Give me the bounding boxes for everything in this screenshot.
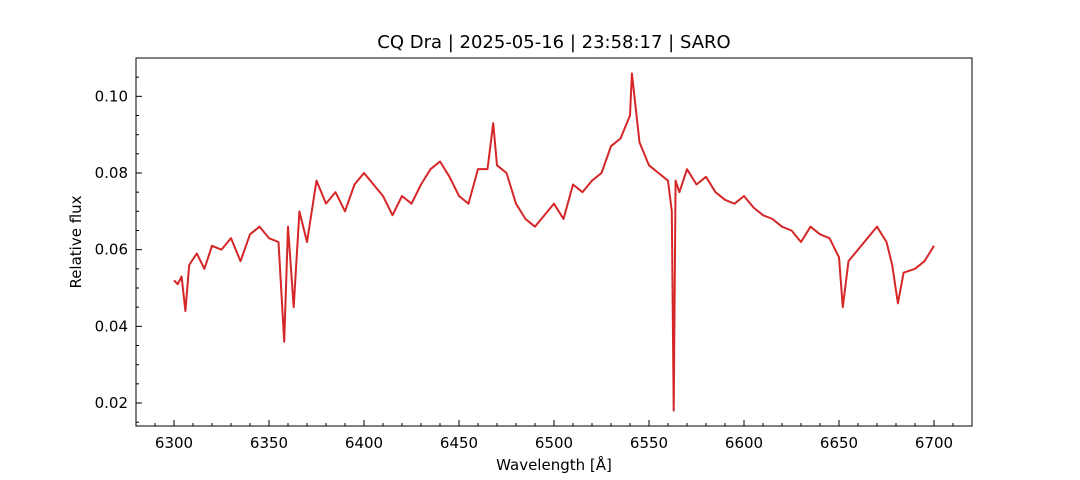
spectrum-line [173, 72, 935, 412]
x-tick-label: 6450 [440, 434, 478, 452]
x-tick-label: 6500 [535, 434, 573, 452]
plot-frame [135, 57, 973, 427]
x-tick-label: 6650 [820, 434, 858, 452]
y-tick-label: 0.08 [95, 164, 128, 182]
x-tick-label: 6350 [250, 434, 288, 452]
x-tick-label: 6700 [915, 434, 953, 452]
x-tick-label: 6550 [630, 434, 668, 452]
y-axis: 0.02 0.04 0.06 0.08 0.10 [95, 57, 142, 423]
x-axis-label: Wavelength [Å] [496, 455, 612, 474]
y-axis-label: Relative flux [67, 195, 85, 288]
y-tick-label: 0.10 [95, 87, 128, 105]
y-tick-label: 0.02 [95, 394, 128, 412]
chart-title: CQ Dra | 2025-05-16 | 23:58:17 | SARO [377, 32, 730, 53]
x-axis: 6300 6350 6400 6450 6500 6550 6600 6650 6700 [135, 420, 973, 452]
x-tick-label: 6400 [345, 434, 383, 452]
y-tick-label: 0.04 [95, 317, 128, 335]
y-tick-label: 0.06 [95, 241, 128, 259]
x-tick-label: 6600 [725, 434, 763, 452]
x-tick-label: 6300 [155, 434, 193, 452]
plot-area [173, 72, 935, 412]
